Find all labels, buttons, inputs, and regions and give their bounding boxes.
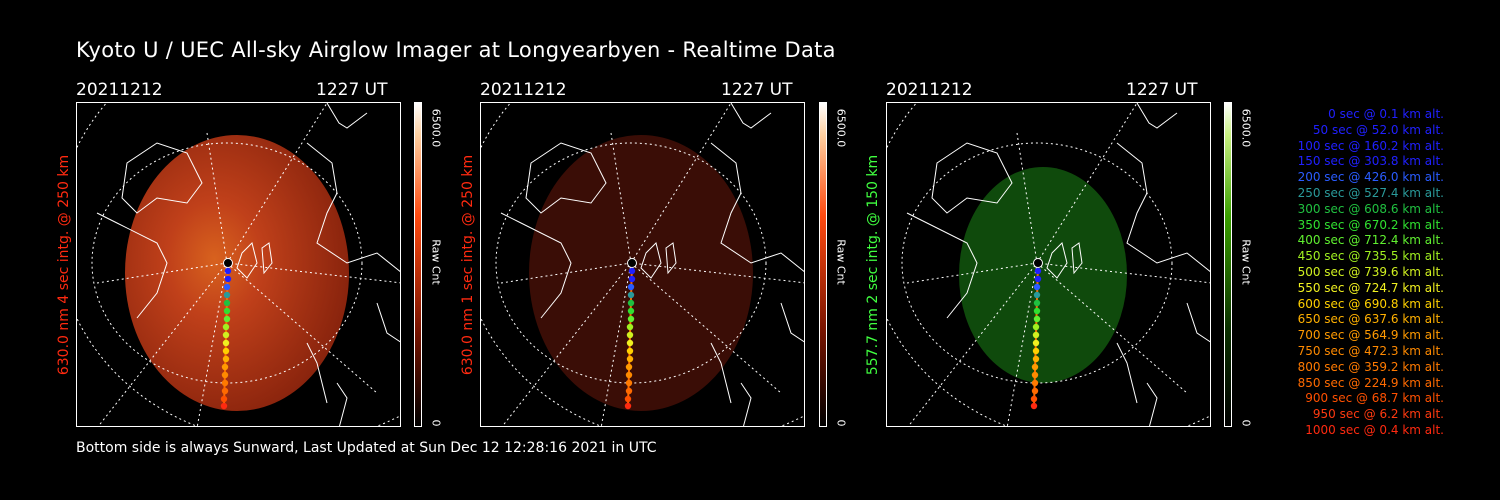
map-coastline xyxy=(96,103,400,426)
panel-1-label: 630.0 nm 4 sec intg. @ 250 km xyxy=(56,154,72,376)
legend-row: 950 sec @ 6.2 km alt. xyxy=(1312,407,1444,422)
legend-row: 150 sec @ 303.8 km alt. xyxy=(1297,154,1444,169)
panel-2-time: 1227 UT xyxy=(721,80,793,100)
map-coastline xyxy=(500,103,804,426)
panel-3-colorbar-max: 6500.0 xyxy=(1239,108,1253,148)
panel-1-date: 20211212 xyxy=(76,80,163,100)
panel-3-image xyxy=(886,102,1211,427)
legend-row: 0 sec @ 0.1 km alt. xyxy=(1328,107,1444,121)
panel-2-svg xyxy=(481,103,804,426)
panel-2-image xyxy=(480,102,805,427)
panel-2-label: 630.0 nm 1 sec intg. @ 250 km xyxy=(460,154,476,376)
legend-row: 900 sec @ 68.7 km alt. xyxy=(1305,391,1444,406)
panel-1-colorbar-max: 6500.0 xyxy=(429,108,443,148)
panel-3-label: 557.7 nm 2 sec intg. @ 150 km xyxy=(865,154,881,376)
legend-row: 400 sec @ 712.4 km alt. xyxy=(1297,233,1444,248)
panel-1-image xyxy=(76,102,401,427)
panel-1-time: 1227 UT xyxy=(316,80,388,100)
footer-note: Bottom side is always Sunward, Last Upda… xyxy=(76,440,657,456)
panel-1-colorbar-unit: Raw Cnt xyxy=(429,239,443,285)
page-title: Kyoto U / UEC All-sky Airglow Imager at … xyxy=(76,38,836,62)
panel-3-colorbar-min: 0 xyxy=(1239,419,1253,427)
trajectory-legend: 0 sec @ 0.1 km alt. 50 sec @ 52.0 km alt… xyxy=(1258,107,1444,439)
trajectory-markers xyxy=(220,258,233,410)
panel-1-colorbar xyxy=(414,102,422,427)
legend-row: 700 sec @ 564.9 km alt. xyxy=(1297,328,1444,343)
panel-1-svg xyxy=(77,103,400,426)
legend-row: 50 sec @ 52.0 km alt. xyxy=(1312,122,1444,137)
panel-1-colorbar-min: 0 xyxy=(429,419,443,427)
airglow-emission-region xyxy=(959,167,1127,383)
panel-2-date: 20211212 xyxy=(480,80,567,100)
legend-row: 650 sec @ 637.6 km alt. xyxy=(1297,312,1444,327)
legend-row: 450 sec @ 735.5 km alt. xyxy=(1297,249,1444,264)
panel-3-colorbar-unit: Raw Cnt xyxy=(1239,239,1253,285)
legend-row: 800 sec @ 359.2 km alt. xyxy=(1297,359,1444,374)
map-coastline xyxy=(906,103,1210,426)
panel-2-colorbar xyxy=(819,102,827,427)
panel-3-date: 20211212 xyxy=(886,80,973,100)
legend-row: 100 sec @ 160.2 km alt. xyxy=(1297,138,1444,153)
legend-row: 500 sec @ 739.6 km alt. xyxy=(1297,264,1444,279)
airglow-emission-region xyxy=(125,135,349,411)
legend-row: 1000 sec @ 0.4 km alt. xyxy=(1305,422,1444,437)
legend-row: 200 sec @ 426.0 km alt. xyxy=(1297,170,1444,185)
panel-2-colorbar-unit: Raw Cnt xyxy=(834,239,848,285)
panel-2-colorbar-max: 6500.0 xyxy=(834,108,848,148)
trajectory-markers xyxy=(624,258,637,410)
panel-3-colorbar xyxy=(1224,102,1232,427)
panel-3-time: 1227 UT xyxy=(1126,80,1198,100)
legend-row: 250 sec @ 527.4 km alt. xyxy=(1297,185,1444,200)
legend-row: 550 sec @ 724.7 km alt. xyxy=(1297,280,1444,295)
legend-row: 850 sec @ 224.9 km alt. xyxy=(1297,375,1444,390)
panel-2-colorbar-min: 0 xyxy=(834,419,848,427)
legend-row: 600 sec @ 690.8 km alt. xyxy=(1297,296,1444,311)
airglow-emission-region xyxy=(529,135,753,411)
legend-row: 300 sec @ 608.6 km alt. xyxy=(1297,201,1444,216)
trajectory-markers xyxy=(1030,258,1043,410)
panel-3-svg xyxy=(887,103,1210,426)
legend-row: 350 sec @ 670.2 km alt. xyxy=(1297,217,1444,232)
legend-row: 750 sec @ 472.3 km alt. xyxy=(1297,343,1444,358)
